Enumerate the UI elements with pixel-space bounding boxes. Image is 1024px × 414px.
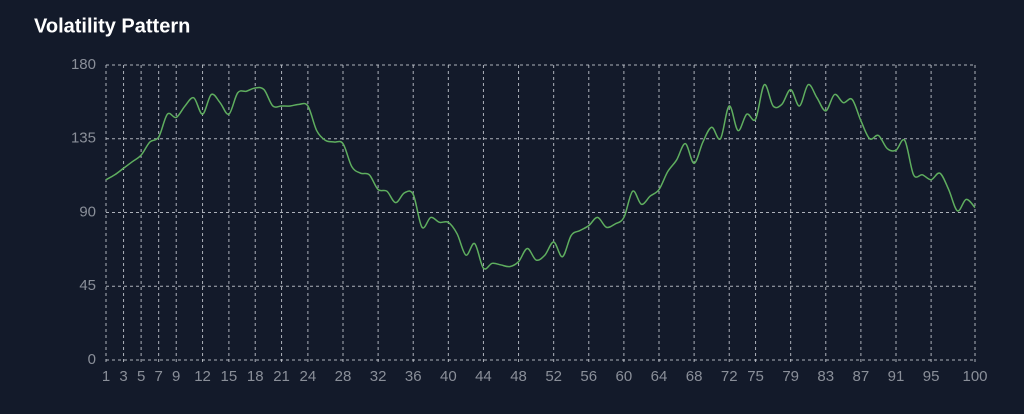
- y-tick-label: 45: [79, 277, 96, 294]
- x-tick-label: 12: [194, 368, 211, 385]
- x-tick-label: 83: [817, 368, 834, 385]
- x-tick-label: 52: [545, 368, 562, 385]
- line: [105, 83, 976, 270]
- x-tick-label: 48: [510, 368, 527, 385]
- x-tick-label: 18: [247, 368, 264, 385]
- y-tick-label: 135: [71, 130, 96, 147]
- x-tick-label: 7: [154, 368, 162, 385]
- x-tick-label: 95: [923, 368, 940, 385]
- y-tick-label: 90: [79, 203, 96, 220]
- x-tick-label: 100: [962, 368, 987, 385]
- x-tick-label: 40: [440, 368, 457, 385]
- x-tick-label: 9: [172, 368, 180, 385]
- x-tick-label: 5: [137, 368, 145, 385]
- x-tick-label: 3: [119, 368, 127, 385]
- x-tick-label: 72: [721, 368, 738, 385]
- y-tick-label: 180: [71, 56, 96, 73]
- x-tick-label: 75: [747, 368, 764, 385]
- x-tick-label: 79: [782, 368, 799, 385]
- x-tick-label: 32: [370, 368, 387, 385]
- x-tick-label: 28: [335, 368, 352, 385]
- x-tick-label: 44: [475, 368, 492, 385]
- x-tick-label: 21: [273, 368, 290, 385]
- x-tick-label: 91: [888, 368, 905, 385]
- x-tick-label: 1: [102, 368, 110, 385]
- x-tick-label: 87: [853, 368, 870, 385]
- x-tick-label: 68: [686, 368, 703, 385]
- x-tick-label: 15: [221, 368, 238, 385]
- x-tick-label: 60: [616, 368, 633, 385]
- x-tick-label: 56: [580, 368, 597, 385]
- y-tick-label: 0: [88, 351, 96, 368]
- x-tick-label: 64: [651, 368, 668, 385]
- chart-title: Volatility Pattern: [34, 15, 190, 37]
- x-tick-label: 36: [405, 368, 422, 385]
- x-tick-label: 24: [300, 368, 317, 385]
